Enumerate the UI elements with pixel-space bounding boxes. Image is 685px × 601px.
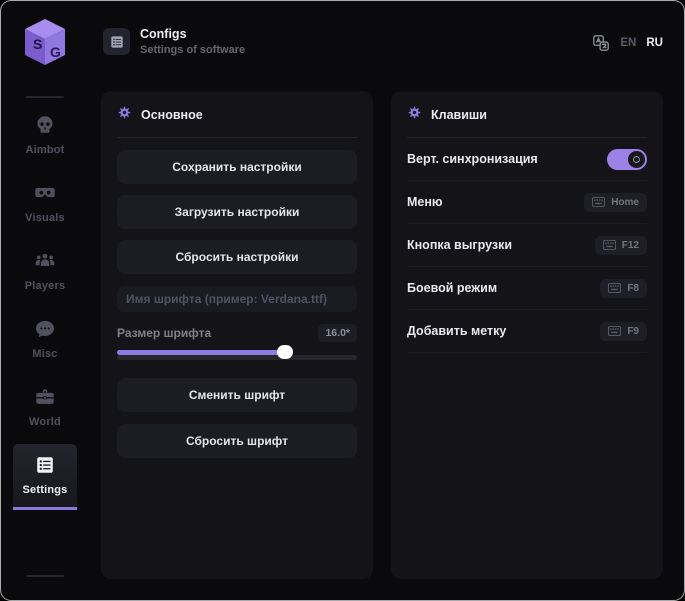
main-panel-header: Основное	[117, 105, 357, 125]
unload-keybind-row: Кнопка выгрузки F12	[407, 224, 647, 267]
keyboard-icon	[592, 197, 606, 207]
menu-keybind-row: Меню Home	[407, 181, 647, 224]
vr-goggles-icon	[34, 182, 56, 204]
header-text: Configs Settings of software	[140, 27, 245, 56]
sidebar-item-players[interactable]: Players	[13, 240, 77, 306]
change-font-button[interactable]: Сменить шрифт	[117, 378, 357, 412]
font-size-row: Размер шрифта 16.0*	[117, 324, 357, 342]
reset-font-button[interactable]: Сбросить шрифт	[117, 424, 357, 458]
sidebar-item-misc[interactable]: Misc	[13, 308, 77, 374]
sidebar-item-world[interactable]: World	[13, 376, 77, 442]
slider-fill	[117, 345, 293, 359]
key-name: F8	[627, 282, 639, 294]
logo-letter-s: S	[33, 36, 42, 52]
keys-panel-title: Клавиши	[431, 108, 487, 122]
key-name: F9	[627, 325, 639, 337]
font-size-label: Размер шрифта	[117, 326, 212, 340]
translate-icon	[592, 34, 610, 52]
gear-icon	[407, 105, 422, 125]
keyboard-icon	[608, 283, 622, 293]
sidebar-divider-bottom	[26, 575, 64, 577]
app-logo-cube-icon: S G	[20, 16, 70, 68]
key-name: F12	[621, 239, 639, 251]
page-subtitle: Settings of software	[140, 44, 246, 56]
main-panel-title: Основное	[141, 108, 203, 122]
lang-option-ru[interactable]: RU	[646, 37, 663, 49]
keyboard-icon	[602, 240, 616, 250]
list-icon	[34, 454, 56, 476]
unload-label: Кнопка выгрузки	[407, 238, 513, 252]
combat-label: Боевой режим	[407, 281, 498, 295]
sidebar-item-label: Visuals	[25, 212, 65, 224]
combat-keybind-button[interactable]: F8	[600, 278, 647, 298]
sidebar-item-settings[interactable]: Settings	[13, 444, 77, 510]
keyboard-icon	[608, 326, 622, 336]
font-size-slider[interactable]	[117, 345, 357, 364]
combat-keybind-row: Боевой режим F8	[407, 267, 647, 310]
sidebar-item-label: Aimbot	[25, 144, 65, 156]
menu-keybind-button[interactable]: Home	[584, 192, 647, 212]
gear-icon	[117, 105, 132, 125]
panel-divider	[407, 137, 647, 138]
configs-icon	[103, 28, 130, 55]
slider-track	[117, 355, 357, 360]
add-mark-keybind-row: Добавить метку F9	[407, 310, 647, 353]
add-mark-label: Добавить метку	[407, 324, 507, 338]
lang-option-en[interactable]: EN	[620, 37, 637, 49]
add-mark-keybind-button[interactable]: F9	[600, 321, 647, 341]
sidebar-item-label: World	[29, 416, 61, 428]
font-name-input[interactable]	[117, 286, 357, 312]
slider-knob[interactable]	[277, 345, 293, 359]
sidebar-item-label: Players	[24, 280, 66, 292]
vsync-toggle[interactable]	[607, 148, 647, 170]
main-settings-panel: Основное Сохранить настройки Загрузить н…	[101, 91, 373, 579]
sidebar: S G Aimbot	[1, 1, 89, 600]
key-name: Home	[611, 196, 639, 208]
page-header: Configs Settings of software	[103, 27, 245, 56]
briefcase-icon	[34, 386, 56, 408]
sidebar-item-label: Settings	[22, 484, 68, 496]
sidebar-item-label: Misc	[32, 348, 58, 360]
save-settings-button[interactable]: Сохранить настройки	[117, 150, 357, 184]
vsync-row: Верт. синхронизация	[407, 138, 647, 181]
chat-bubble-icon	[34, 318, 56, 340]
load-settings-button[interactable]: Загрузить настройки	[117, 195, 357, 229]
panel-divider	[117, 137, 357, 138]
reset-settings-button[interactable]: Сбросить настройки	[117, 240, 357, 274]
unload-keybind-button[interactable]: F12	[594, 235, 647, 255]
vsync-label: Верт. синхронизация	[407, 152, 538, 166]
logo-letter-g: G	[50, 44, 61, 60]
sidebar-item-aimbot[interactable]: Aimbot	[13, 104, 77, 170]
skull-icon	[34, 114, 56, 136]
keys-panel-header: Клавиши	[407, 105, 647, 125]
toggle-knob	[628, 150, 645, 168]
language-switcher: EN RU	[592, 34, 663, 52]
keys-panel: Клавиши Верт. синхронизация Меню Home	[391, 91, 663, 579]
page-title: Configs	[140, 27, 187, 41]
sidebar-divider-top	[26, 96, 64, 98]
menu-label: Меню	[407, 195, 443, 209]
sidebar-nav: Aimbot Visuals	[1, 104, 89, 512]
players-icon	[34, 250, 56, 272]
font-size-value-badge: 16.0*	[318, 324, 357, 342]
sidebar-item-visuals[interactable]: Visuals	[13, 172, 77, 238]
